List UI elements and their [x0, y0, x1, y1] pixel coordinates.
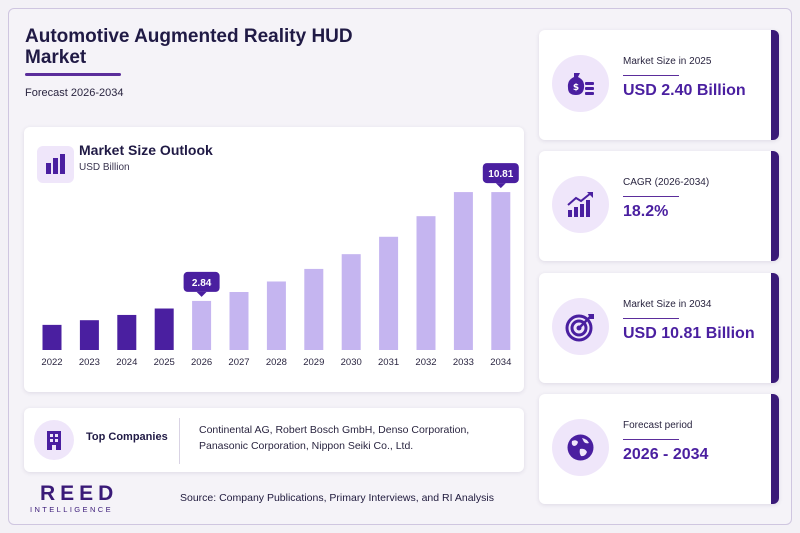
x-tick-label: 2023 [79, 357, 100, 368]
chart-unit-label: USD Billion [79, 162, 130, 173]
page-subtitle: Forecast 2026-2034 [25, 87, 124, 99]
stat-value: USD 10.81 Billion [623, 325, 755, 342]
money-bag-icon: $ [552, 55, 609, 112]
value-callout-2034: 10.81 [482, 163, 519, 189]
bar-chart: 2022 2023 2024 2025 2026 2027 2028 2029 2030 2031… [41, 163, 519, 368]
x-tick-label: 2032 [415, 357, 436, 368]
title-underline [25, 73, 121, 76]
stat-label: CAGR (2026-2034) [623, 177, 710, 188]
top-companies-list: Continental AG, Robert Bosch GmbH, Denso… [199, 424, 470, 452]
building-icon [34, 420, 74, 460]
bar-2027 [229, 292, 249, 350]
bar-2034 [491, 192, 511, 350]
page-title: Automotive Augmented Reality HUD Market [25, 26, 353, 68]
bar-2023 [79, 320, 99, 350]
chart-title: Market Size Outlook [79, 142, 213, 158]
stat-value: 18.2% [623, 203, 669, 220]
bar-2028 [266, 281, 286, 350]
stat-rule [623, 439, 679, 440]
stat-card-cagr: CAGR (2026-2034) 18.2% [539, 151, 779, 261]
bar-2026 [192, 300, 212, 350]
top-companies-card: Top Companies Continental AG, Robert Bos… [24, 408, 524, 472]
stat-card-market-size-2025: $ Market Size in 2025 USD 2.40 Billion [539, 30, 779, 140]
data-label: 10.81 [488, 169, 513, 180]
companies-divider [179, 418, 180, 464]
x-tick-label: 2034 [490, 357, 511, 368]
x-tick-label: 2024 [116, 357, 137, 368]
bar-2030 [341, 254, 361, 350]
stat-rule [623, 196, 679, 197]
card-edge [771, 273, 779, 383]
card-edge [771, 151, 779, 261]
stat-label: Forecast period [623, 420, 693, 431]
source-note: Source: Company Publications, Primary In… [180, 492, 494, 504]
target-icon [552, 298, 609, 355]
bar-2032 [416, 216, 436, 350]
brand-logo-subtitle: INTELLIGENCE [30, 505, 113, 514]
x-tick-label: 2033 [453, 357, 474, 368]
x-tick-label: 2031 [378, 357, 399, 368]
bar-2029 [304, 268, 324, 350]
growth-chart-icon [552, 176, 609, 233]
x-tick-label: 2025 [154, 357, 175, 368]
x-tick-label: 2030 [341, 357, 362, 368]
stat-label: Market Size in 2025 [623, 56, 712, 67]
bar-2022 [42, 324, 62, 350]
data-label: 2.84 [192, 278, 212, 289]
stat-value: USD 2.40 Billion [623, 82, 746, 99]
bar-2031 [379, 236, 399, 350]
bar-chart-icon [37, 146, 74, 183]
bar-2024 [117, 314, 137, 350]
stat-rule [623, 75, 679, 76]
x-tick-label: 2022 [41, 357, 62, 368]
x-tick-label: 2029 [303, 357, 324, 368]
chart-card: Market Size Outlook USD Billion 2022 2023… [24, 127, 524, 392]
stat-rule [623, 318, 679, 319]
stat-card-market-size-2034: Market Size in 2034 USD 10.81 Billion [539, 273, 779, 383]
stat-card-forecast-period: Forecast period 2026 - 2034 [539, 394, 779, 504]
card-edge [771, 394, 779, 504]
brand-logo: REED [40, 482, 119, 505]
bar-2033 [453, 192, 473, 350]
x-tick-label: 2026 [191, 357, 212, 368]
globe-icon [552, 419, 609, 476]
card-edge [771, 30, 779, 140]
svg-text:$: $ [573, 83, 579, 93]
top-companies-label: Top Companies [86, 431, 168, 443]
bar-2025 [154, 308, 174, 350]
stat-label: Market Size in 2034 [623, 299, 712, 310]
stat-value: 2026 - 2034 [623, 446, 709, 463]
x-tick-label: 2027 [228, 357, 249, 368]
x-tick-label: 2028 [266, 357, 287, 368]
value-callout-2026: 2.84 [183, 271, 220, 297]
